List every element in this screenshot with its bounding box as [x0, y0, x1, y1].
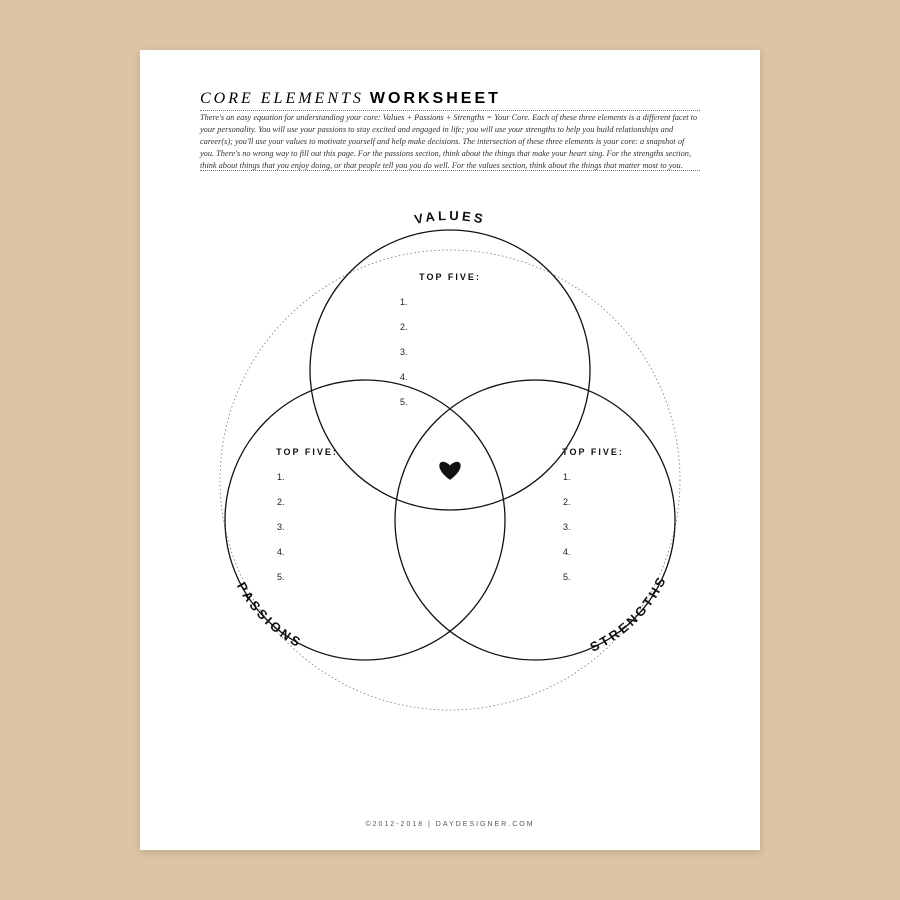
venn-svg: VALUES PASSIONS STRENGTHS TOP FIVE: TOP …	[200, 190, 700, 790]
list-item[interactable]: 3.	[277, 515, 285, 540]
footer-copyright: ©2012-2018 | DAYDESIGNER.COM	[140, 821, 760, 828]
list-item[interactable]: 3.	[400, 340, 408, 365]
list-item[interactable]: 4.	[563, 540, 571, 565]
list-item[interactable]: 5.	[277, 565, 285, 590]
list-item[interactable]: 4.	[277, 540, 285, 565]
topfive-label-values: TOP FIVE:	[419, 272, 481, 282]
page-title: CORE ELEMENTS WORKSHEET	[200, 90, 700, 108]
list-item[interactable]: 4.	[400, 365, 408, 390]
list-item[interactable]: 5.	[563, 565, 571, 590]
intro-paragraph: There's an easy equation for understandi…	[200, 112, 700, 172]
list-item[interactable]: 3.	[563, 515, 571, 540]
heart-icon	[439, 462, 460, 480]
venn-diagram: VALUES PASSIONS STRENGTHS TOP FIVE: TOP …	[200, 190, 700, 790]
worksheet-page: CORE ELEMENTS WORKSHEET There's an easy …	[140, 50, 760, 850]
list-item[interactable]: 1.	[563, 465, 571, 490]
topfive-list-strengths[interactable]: 1.2.3.4.5.	[563, 465, 571, 590]
list-item[interactable]: 5.	[400, 390, 408, 415]
topfive-label-passions: TOP FIVE:	[276, 447, 338, 457]
list-item[interactable]: 1.	[400, 290, 408, 315]
dotted-divider-bottom	[200, 170, 700, 172]
topfive-label-strengths: TOP FIVE:	[562, 447, 624, 457]
list-item[interactable]: 2.	[563, 490, 571, 515]
title-italic: CORE ELEMENTS	[200, 90, 364, 107]
topfive-list-passions[interactable]: 1.2.3.4.5.	[277, 465, 285, 590]
list-item[interactable]: 2.	[400, 315, 408, 340]
label-passions: PASSIONS	[234, 580, 305, 651]
list-item[interactable]: 1.	[277, 465, 285, 490]
label-values: VALUES	[413, 208, 487, 227]
title-bold: WORKSHEET	[370, 90, 501, 107]
label-strengths: STRENGTHS	[588, 573, 670, 655]
topfive-list-values[interactable]: 1.2.3.4.5.	[400, 290, 408, 415]
stage: CORE ELEMENTS WORKSHEET There's an easy …	[0, 0, 900, 900]
list-item[interactable]: 2.	[277, 490, 285, 515]
